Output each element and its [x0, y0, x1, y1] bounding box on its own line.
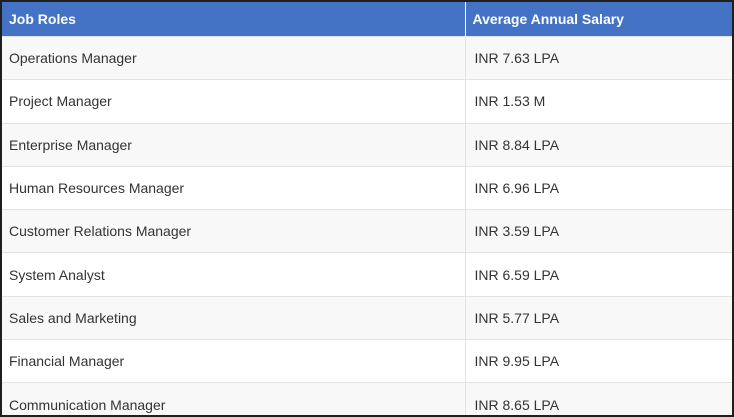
salary-cell: INR 3.59 LPA [465, 209, 732, 253]
job-role-cell: Project Manager [2, 79, 466, 124]
salary-cell: INR 1.53 M [465, 79, 732, 124]
table-body: Operations Manager INR 7.63 LPA Project … [2, 35, 732, 415]
salary-cell: INR 8.65 LPA [465, 382, 732, 415]
header-job-roles: Job Roles [2, 2, 466, 37]
table-row: Sales and Marketing INR 5.77 LPA [2, 295, 732, 340]
job-role-cell: Operations Manager [2, 35, 466, 80]
salary-cell: INR 9.95 LPA [465, 339, 732, 383]
salary-cell: INR 6.59 LPA [465, 252, 732, 297]
salary-cell: INR 7.63 LPA [465, 35, 732, 80]
table-row: Operations Manager INR 7.63 LPA [2, 35, 732, 80]
job-role-cell: Communication Manager [2, 382, 466, 415]
salary-cell: INR 5.77 LPA [465, 295, 732, 340]
header-average-annual-salary: Average Annual Salary [472, 11, 624, 27]
table-header: Job Roles Average Annual Salary [2, 2, 732, 37]
job-role-cell: Sales and Marketing [2, 295, 466, 340]
job-role-cell: System Analyst [2, 252, 466, 297]
table-row: Financial Manager INR 9.95 LPA [2, 339, 732, 383]
header-row: Job Roles Average Annual Salary [2, 2, 732, 37]
table-row: Project Manager INR 1.53 M [2, 79, 732, 124]
table-row: Customer Relations Manager INR 3.59 LPA [2, 209, 732, 253]
table-row: Enterprise Manager INR 8.84 LPA [2, 122, 732, 167]
table-row: System Analyst INR 6.59 LPA [2, 252, 732, 297]
job-role-cell: Customer Relations Manager [2, 209, 466, 253]
job-role-cell: Human Resources Manager [2, 165, 466, 210]
table-row: Communication Manager INR 8.65 LPA [2, 382, 732, 415]
job-role-cell: Financial Manager [2, 339, 466, 383]
job-role-cell: Enterprise Manager [2, 122, 466, 167]
salary-cell: INR 8.84 LPA [465, 122, 732, 167]
salary-cell: INR 6.96 LPA [465, 165, 732, 210]
table-row: Human Resources Manager INR 6.96 LPA [2, 165, 732, 210]
